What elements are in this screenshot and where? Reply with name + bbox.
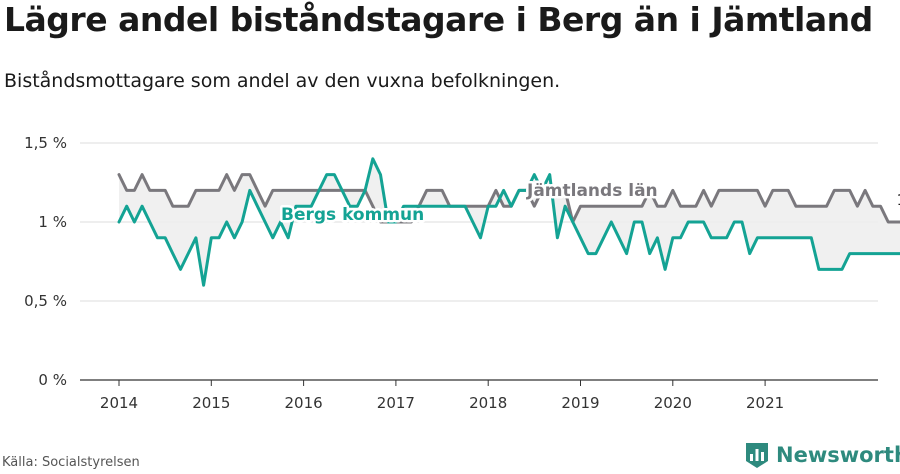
y-tick-label: 1,5 % bbox=[24, 134, 67, 152]
x-tick-label: 2016 bbox=[285, 394, 323, 412]
chart-title: Lägre andel biståndstagare i Berg än i J… bbox=[4, 0, 873, 39]
x-tick-label: 2015 bbox=[192, 394, 230, 412]
x-tick-label: 2021 bbox=[746, 394, 784, 412]
source-note: Källa: Socialstyrelsen bbox=[2, 455, 140, 470]
x-tick-label: 2017 bbox=[377, 394, 415, 412]
x-tick-label: 2019 bbox=[561, 394, 599, 412]
x-tick-label: 2020 bbox=[654, 394, 692, 412]
y-tick-label: 0 % bbox=[38, 371, 67, 389]
x-tick-label: 2014 bbox=[100, 394, 138, 412]
brand-name: Newsworthy bbox=[776, 443, 900, 467]
berg-line bbox=[117, 157, 900, 287]
y-tick-label: 0,5 % bbox=[24, 292, 67, 310]
jamtland-series-label-text: Jämtlands län bbox=[526, 181, 658, 201]
y-tick-label: 1 % bbox=[38, 213, 67, 231]
jamtland-series-label-halo: Jämtlands län bbox=[526, 181, 658, 201]
newsworthy-logo[interactable]: Newsworthy bbox=[744, 441, 900, 469]
berg-series-label-text: Bergs kommun bbox=[281, 205, 424, 225]
berg-series-label-halo: Bergs kommun bbox=[281, 205, 424, 225]
newsworthy-logo-icon bbox=[746, 443, 768, 468]
line-chart: 0 % 0,5 % 1 % 1,5 % 2014 2015 2016 2017 2018 2019… bbox=[24, 134, 900, 412]
chart-subtitle: Biståndsmottagare som andel av den vuxna… bbox=[4, 70, 561, 92]
jamtland-end-label: 1 % bbox=[897, 191, 900, 209]
x-tick-label: 2018 bbox=[469, 394, 507, 412]
